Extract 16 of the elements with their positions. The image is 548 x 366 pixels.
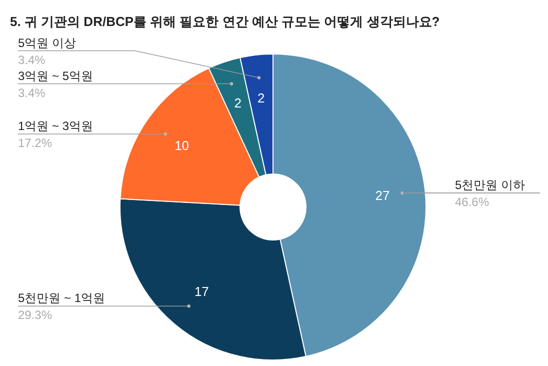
slice-label: 5천만원 이하: [455, 178, 526, 192]
text: 3.4%: [18, 86, 46, 100]
data-label: 17: [194, 284, 209, 299]
slice-label: 3억원 ~ 5억원: [18, 68, 94, 83]
data-label: 27: [375, 188, 390, 204]
slice-label: 5억원 이상: [18, 36, 76, 50]
slice-label: 5천만원 ~ 1억원: [18, 291, 106, 306]
text: 46.6%: [455, 194, 490, 209]
chart-title: 5. 귀 기관의 DR/BCP를 위해 필요한 연간 예산 규모는 어떻게 생각되나요?: [10, 14, 440, 29]
text: 29.3%: [18, 308, 52, 322]
data-label: 2: [257, 90, 265, 106]
text: 17.2%: [18, 136, 52, 150]
data-label: 2: [234, 96, 242, 111]
slice-label: 1억원 ~ 3억원: [18, 119, 94, 134]
text: 3.4%: [18, 52, 46, 67]
data-label: 10: [174, 138, 190, 154]
